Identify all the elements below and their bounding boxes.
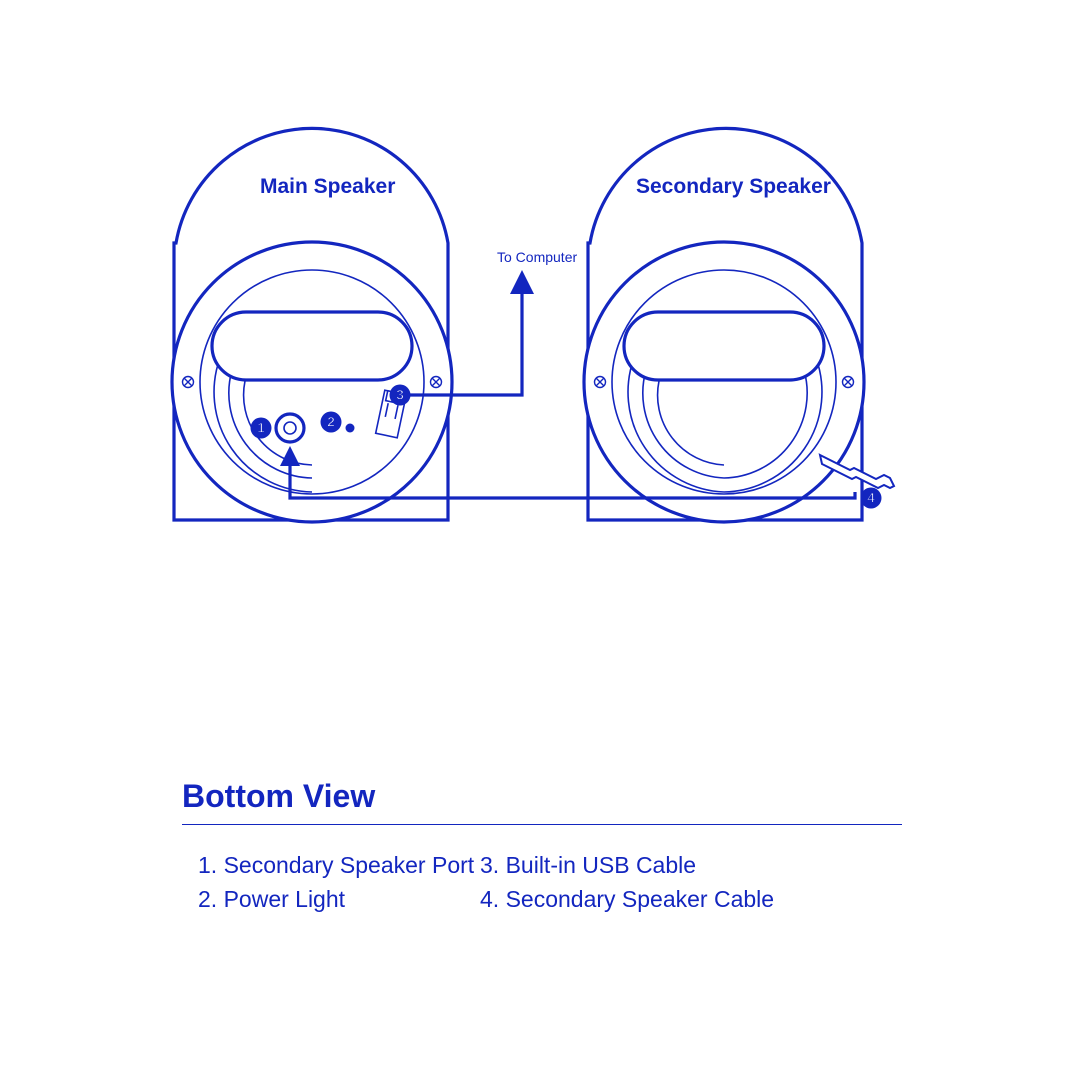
svg-text:1: 1: [257, 420, 265, 436]
svg-text:4: 4: [867, 490, 875, 506]
separator: [182, 824, 902, 825]
legend-4: 4. Secondary Speaker Cable: [480, 886, 774, 913]
main-speaker-label: Main Speaker: [260, 175, 395, 199]
svg-text:2: 2: [327, 414, 335, 430]
section-title: Bottom View: [182, 778, 375, 815]
to-computer-label: To Computer: [497, 249, 577, 265]
diagram-svg: 1 2 3 4: [0, 0, 1080, 1080]
svg-text:3: 3: [396, 387, 404, 403]
legend-3: 3. Built-in USB Cable: [480, 852, 696, 879]
legend-1: 1. Secondary Speaker Port: [198, 852, 474, 879]
legend-2: 2. Power Light: [198, 886, 345, 913]
secondary-speaker-label: Secondary Speaker: [636, 175, 831, 199]
